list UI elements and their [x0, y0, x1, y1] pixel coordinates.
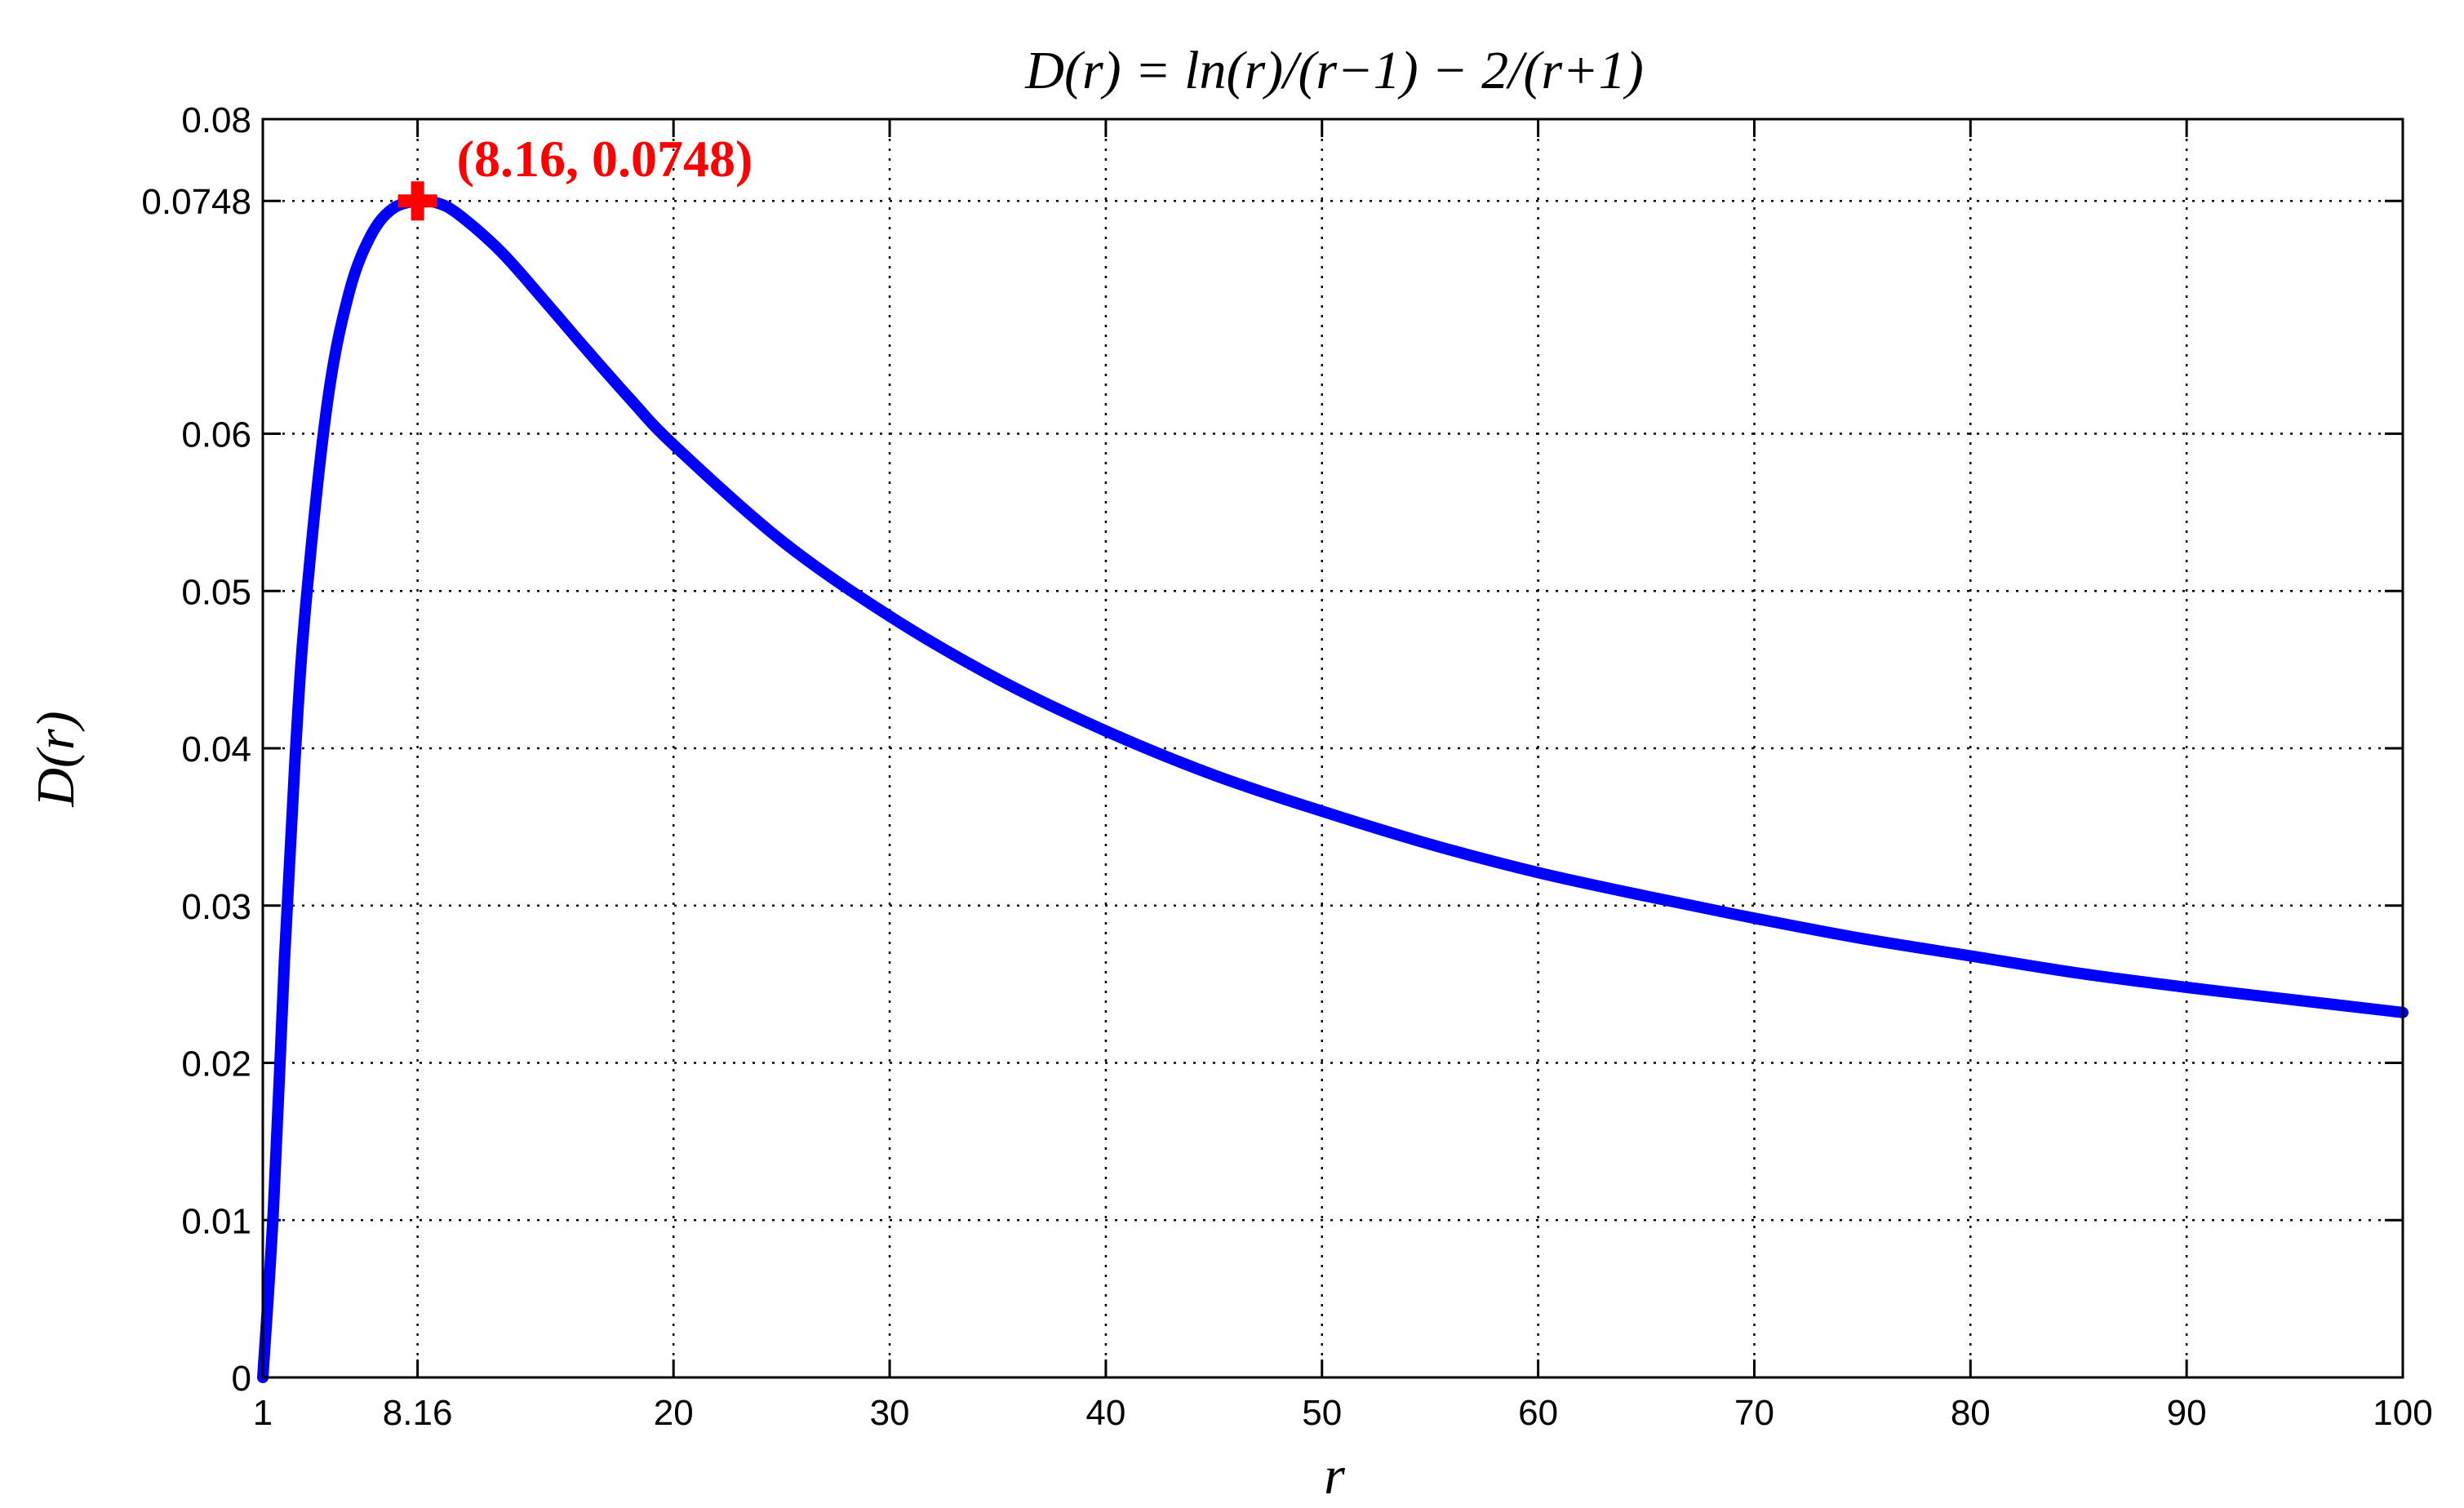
- y-tick-label: 0.0748: [141, 182, 251, 222]
- peak-marker: [397, 181, 437, 221]
- x-tick-labels: 1 8.16 20 30 40 50 60 70 80 90 100: [253, 1393, 2433, 1433]
- y-tick-label: 0.08: [181, 100, 251, 140]
- y-tick-label: 0.06: [181, 415, 251, 455]
- series-line: [257, 194, 2409, 1383]
- x-tick-label: 90: [2167, 1393, 2207, 1433]
- x-tick-label: 80: [1951, 1393, 1991, 1433]
- peak-annotation: (8.16, 0.0748): [457, 130, 753, 188]
- y-tick-label: 0.01: [181, 1201, 251, 1241]
- x-tick-label: 100: [2373, 1393, 2432, 1433]
- x-tick-label: 8.16: [383, 1393, 453, 1433]
- x-tick-label: 20: [654, 1393, 694, 1433]
- y-tick-label: 0.03: [181, 887, 251, 927]
- y-axis-label: D(r): [26, 711, 86, 807]
- x-tick-label: 1: [253, 1393, 273, 1433]
- plot-frame: [261, 118, 2404, 1379]
- x-tick-label: 60: [1518, 1393, 1558, 1433]
- x-tick-label: 50: [1302, 1393, 1342, 1433]
- series-layer: [257, 194, 2409, 1383]
- x-tick-label: 70: [1734, 1393, 1774, 1433]
- y-tick-labels: 0 0.01 0.02 0.03 0.04 0.05 0.06 0.0748 0.08: [141, 100, 251, 1399]
- x-axis-label: r: [1324, 1446, 1345, 1506]
- y-tick-label: 0.05: [181, 572, 251, 612]
- chart-title: D(r) = ln(r)/(r−1) − 2/(r+1): [1024, 41, 1643, 100]
- y-tick-label: 0.02: [181, 1045, 251, 1084]
- grid-lines: [263, 119, 2403, 1377]
- x-tick-label: 30: [870, 1393, 910, 1433]
- marker-layer: (8.16, 0.0748): [397, 130, 753, 221]
- y-tick-label: 0: [232, 1359, 251, 1399]
- y-tick-label: 0.04: [181, 730, 251, 770]
- x-tick-label: 40: [1085, 1393, 1125, 1433]
